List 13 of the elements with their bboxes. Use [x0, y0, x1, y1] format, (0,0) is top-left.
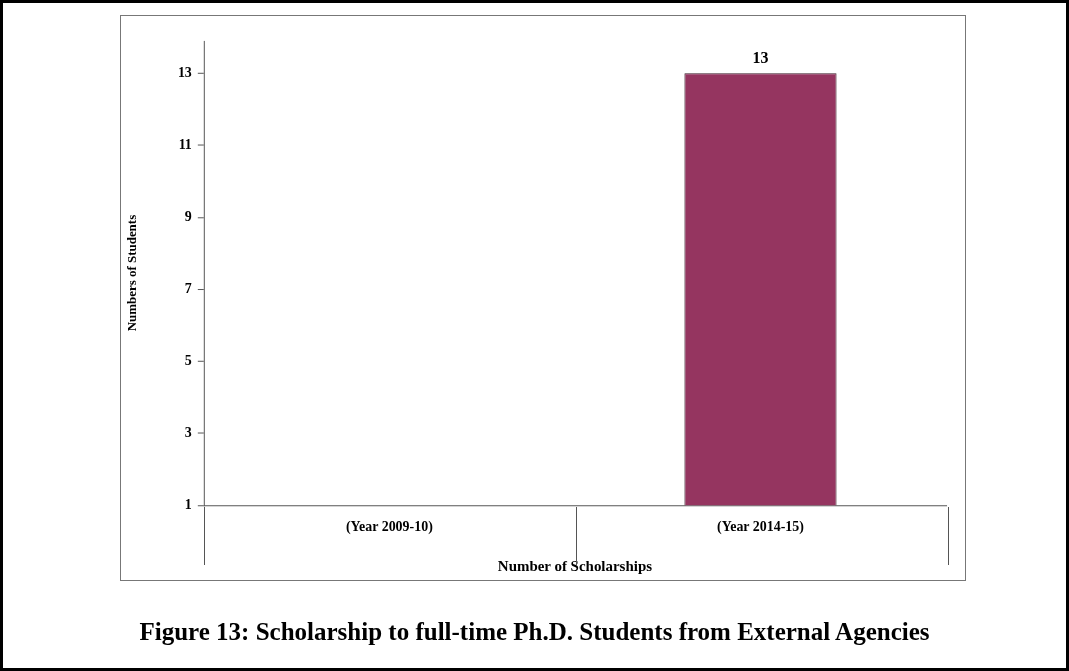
y-tick-label: 1: [184, 496, 192, 512]
y-tick-label: 11: [178, 136, 192, 152]
y-tick-label: 5: [184, 352, 192, 368]
y-tick-label: 13: [177, 64, 192, 80]
x-tick-label: (Year 2009-10): [345, 519, 434, 536]
data-label: 13: [752, 49, 769, 67]
x-tick-label: (Year 2014-15): [717, 519, 805, 536]
y-tick-label: 9: [184, 208, 192, 224]
y-axis-title: Numbers of Students: [124, 214, 140, 332]
text: Figure 13: Scholarship to full-time Ph.D. Students from External Agencies: [138, 618, 931, 646]
y-tick-label: 3: [184, 424, 192, 440]
y-tick-label: 7: [184, 280, 192, 296]
x-axis-title: Number of Scholarships: [497, 557, 653, 574]
